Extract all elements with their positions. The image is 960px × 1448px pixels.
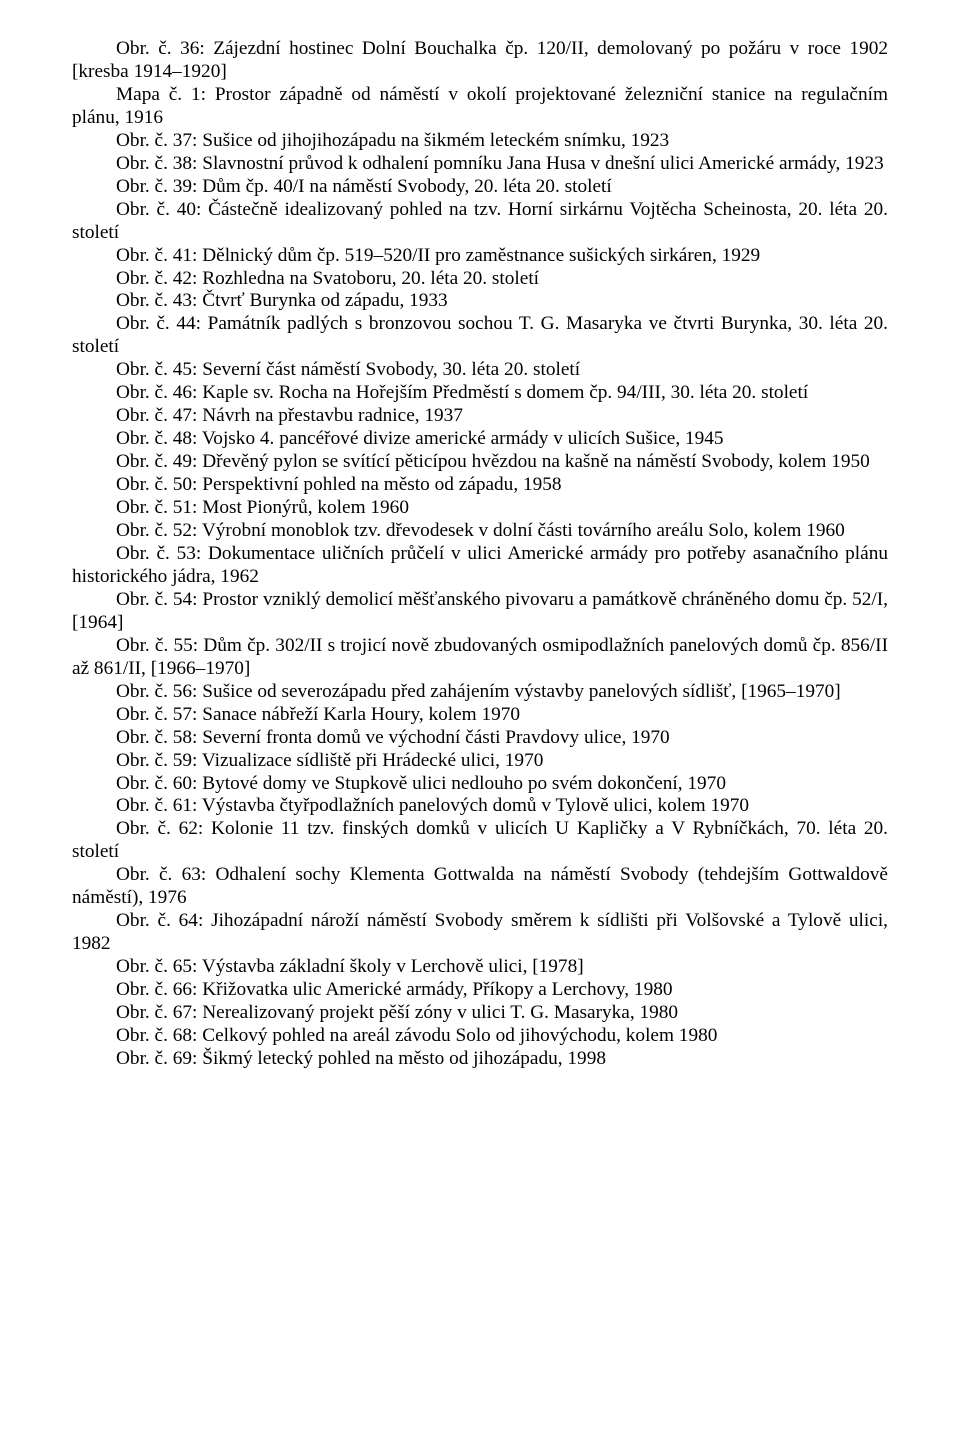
figure-entry: Obr. č. 62: Kolonie 11 tzv. finských dom… [72, 818, 888, 864]
figure-entry: Obr. č. 38: Slavnostní průvod k odhalení… [72, 153, 888, 176]
figure-entry: Obr. č. 55: Dům čp. 302/II s trojicí nov… [72, 635, 888, 681]
figure-entry: Obr. č. 47: Návrh na přestavbu radnice, … [72, 405, 888, 428]
figure-entry: Obr. č. 48: Vojsko 4. pancéřové divize a… [72, 428, 888, 451]
figure-entry: Obr. č. 45: Severní část náměstí Svobody… [72, 359, 888, 382]
figure-entry: Obr. č. 39: Dům čp. 40/I na náměstí Svob… [72, 176, 888, 199]
figure-entry: Obr. č. 46: Kaple sv. Rocha na Hořejším … [72, 382, 888, 405]
figure-entry: Mapa č. 1: Prostor západně od náměstí v … [72, 84, 888, 130]
figure-entry: Obr. č. 65: Výstavba základní školy v Le… [72, 956, 888, 979]
figure-entry: Obr. č. 40: Částečně idealizovaný pohled… [72, 199, 888, 245]
figure-entry: Obr. č. 53: Dokumentace uličních průčelí… [72, 543, 888, 589]
figure-entry: Obr. č. 52: Výrobní monoblok tzv. dřevod… [72, 520, 888, 543]
figure-entry: Obr. č. 61: Výstavba čtyřpodlažních pane… [72, 795, 888, 818]
figure-entry: Obr. č. 49: Dřevěný pylon se svítící pět… [72, 451, 888, 474]
figure-entry: Obr. č. 60: Bytové domy ve Stupkově ulic… [72, 773, 888, 796]
figure-entry: Obr. č. 54: Prostor vzniklý demolicí měš… [72, 589, 888, 635]
figure-entry: Obr. č. 51: Most Pionýrů, kolem 1960 [72, 497, 888, 520]
figure-entry: Obr. č. 67: Nerealizovaný projekt pěší z… [72, 1002, 888, 1025]
figure-entry: Obr. č. 58: Severní fronta domů ve výcho… [72, 727, 888, 750]
figure-entry: Obr. č. 50: Perspektivní pohled na město… [72, 474, 888, 497]
figure-list: Obr. č. 36: Zájezdní hostinec Dolní Bouc… [72, 38, 888, 1071]
figure-entry: Obr. č. 68: Celkový pohled na areál závo… [72, 1025, 888, 1048]
figure-entry: Obr. č. 66: Křižovatka ulic Americké arm… [72, 979, 888, 1002]
figure-entry: Obr. č. 57: Sanace nábřeží Karla Houry, … [72, 704, 888, 727]
figure-entry: Obr. č. 44: Památník padlých s bronzovou… [72, 313, 888, 359]
figure-entry: Obr. č. 37: Sušice od jihojihozápadu na … [72, 130, 888, 153]
figure-entry: Obr. č. 42: Rozhledna na Svatoboru, 20. … [72, 268, 888, 291]
figure-entry: Obr. č. 36: Zájezdní hostinec Dolní Bouc… [72, 38, 888, 84]
figure-entry: Obr. č. 56: Sušice od severozápadu před … [72, 681, 888, 704]
figure-entry: Obr. č. 69: Šikmý letecký pohled na měst… [72, 1048, 888, 1071]
figure-entry: Obr. č. 63: Odhalení sochy Klementa Gott… [72, 864, 888, 910]
figure-entry: Obr. č. 64: Jihozápadní nároží náměstí S… [72, 910, 888, 956]
figure-entry: Obr. č. 59: Vizualizace sídliště při Hrá… [72, 750, 888, 773]
figure-entry: Obr. č. 41: Dělnický dům čp. 519–520/II … [72, 245, 888, 268]
figure-entry: Obr. č. 43: Čtvrť Burynka od západu, 193… [72, 290, 888, 313]
